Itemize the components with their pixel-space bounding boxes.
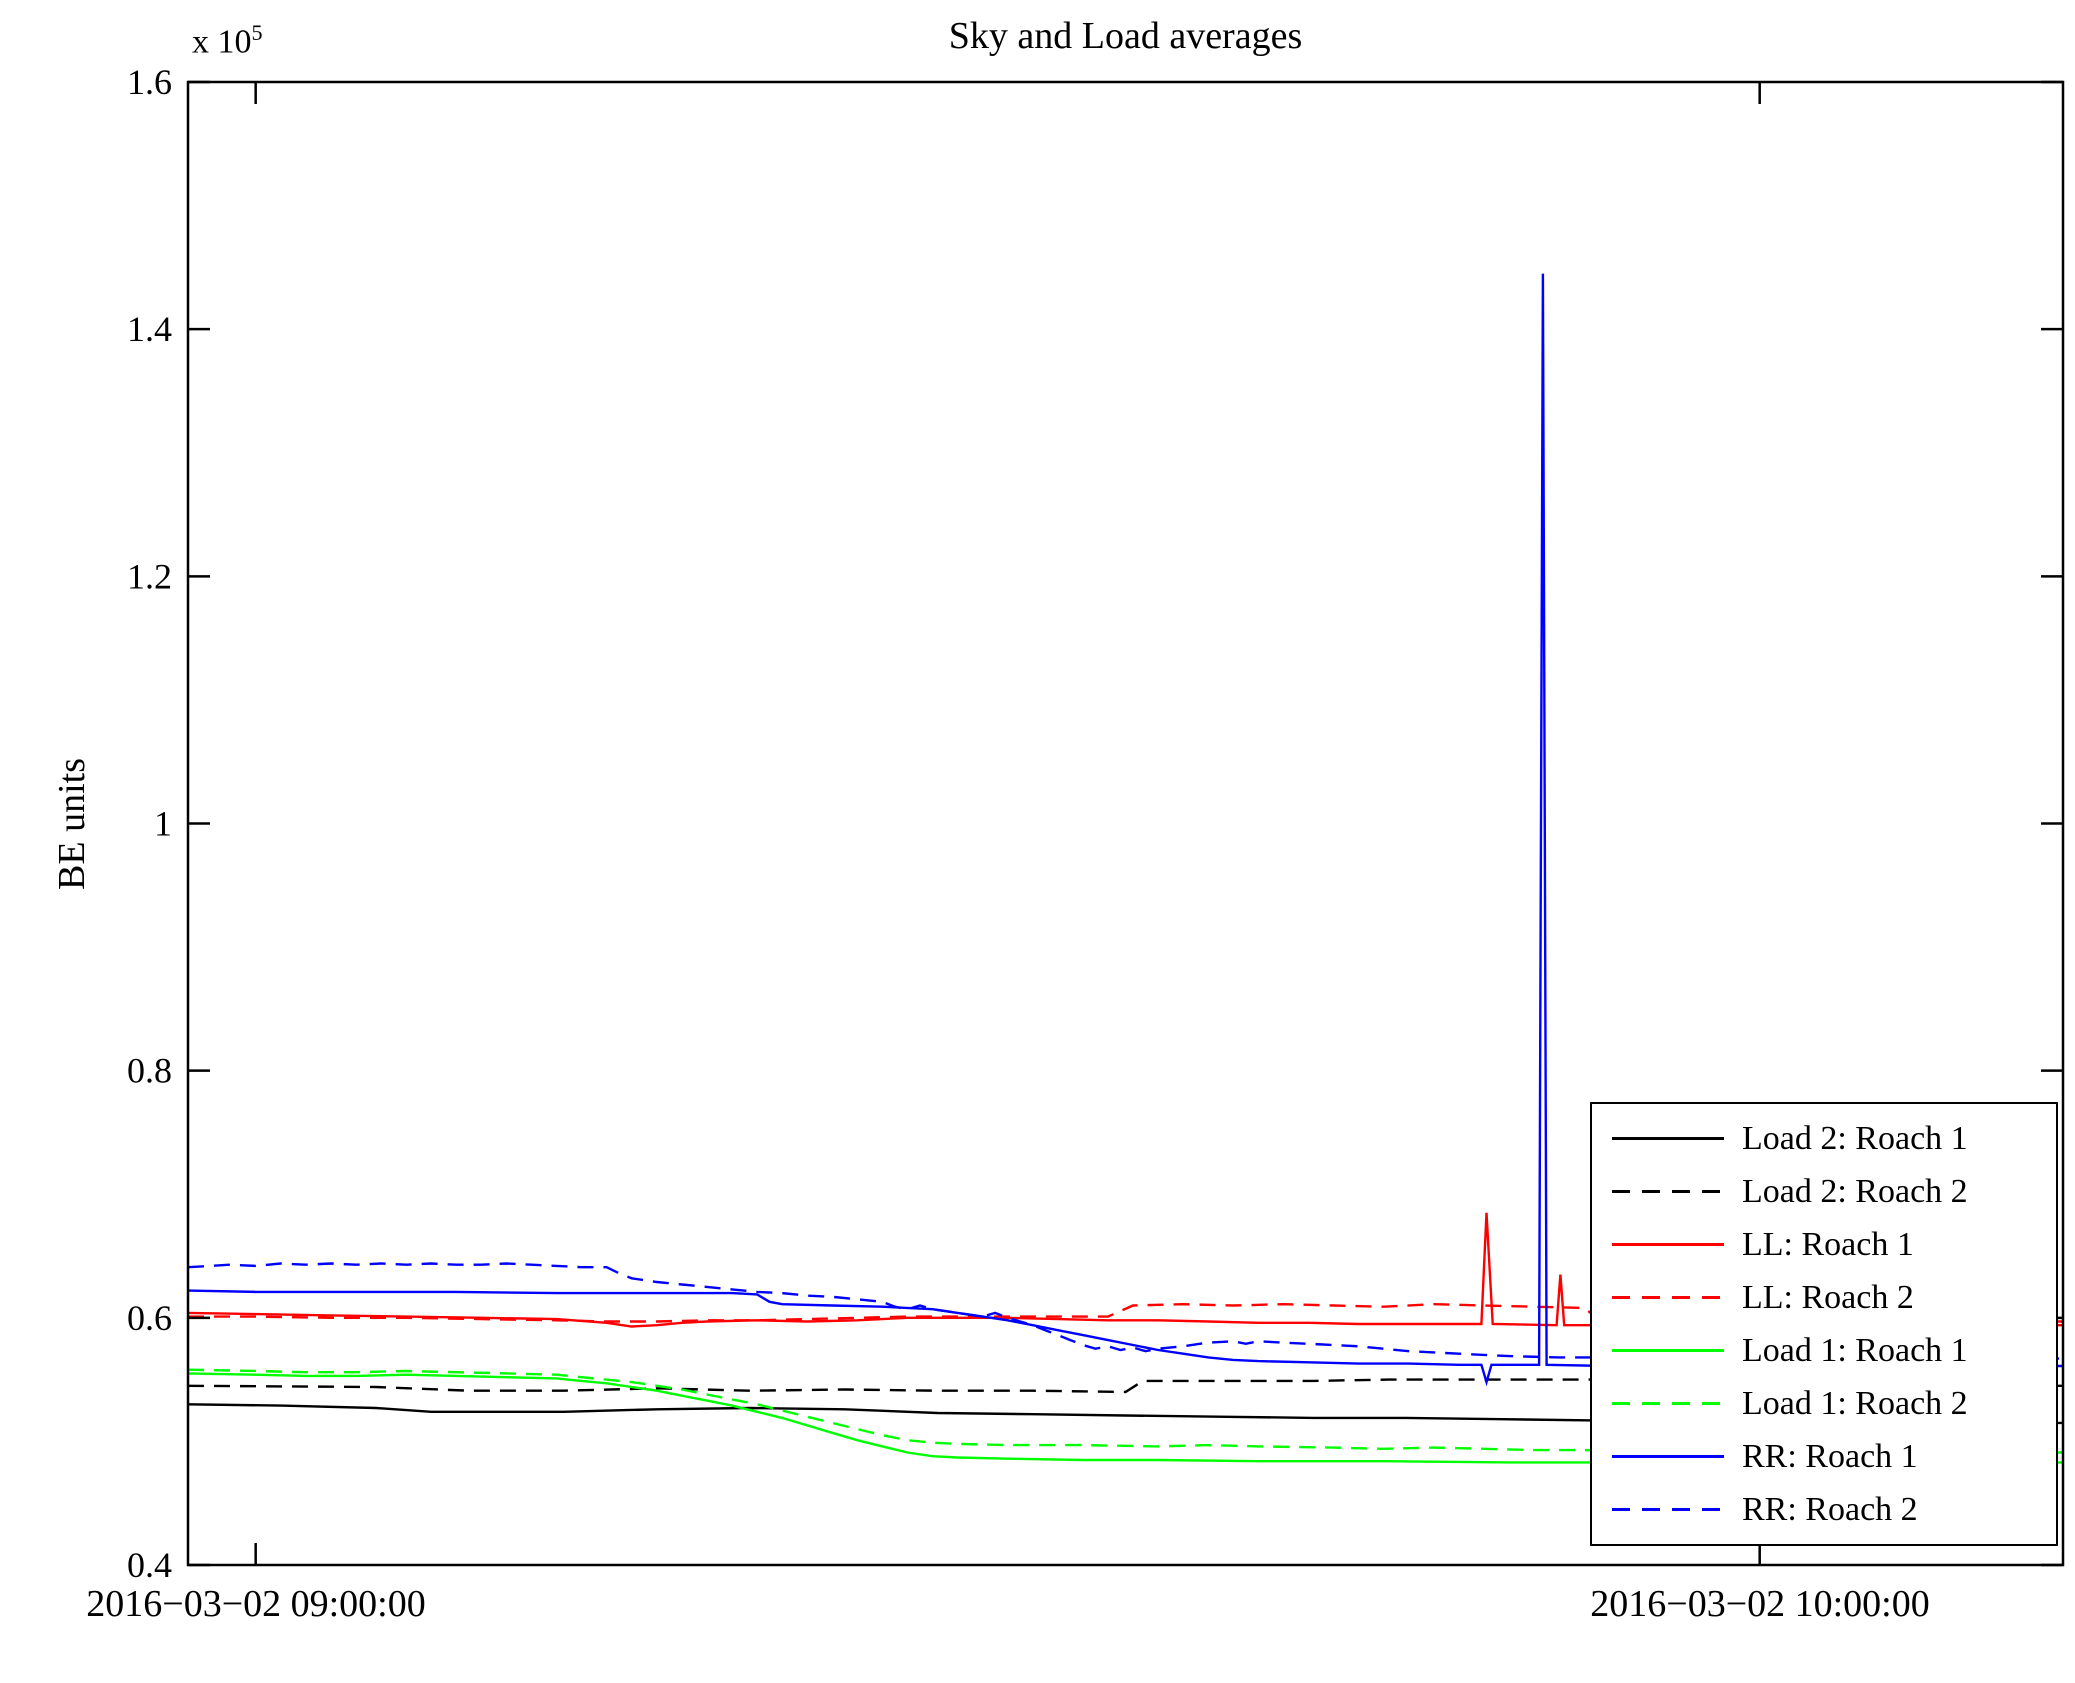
legend-entry: RR: Roach 2 [1592,1491,2056,1529]
y-tick-label: 0.8 [127,1051,172,1091]
legend-entry: Load 2: Roach 2 [1592,1173,2056,1211]
y-tick-label: 0.4 [127,1545,172,1585]
y-tick-label: 1.2 [127,556,172,596]
legend-line-sample [1612,1349,1724,1352]
legend-label: Load 1: Roach 2 [1742,1384,1968,1422]
y-tick-label: 1.4 [127,309,172,349]
legend-entry: Load 1: Roach 2 [1592,1385,2056,1423]
legend-entry: Load 2: Roach 1 [1592,1120,2056,1158]
legend-line-sample [1612,1296,1724,1299]
legend-label: Load 2: Roach 2 [1742,1172,1968,1210]
legend-line-sample [1612,1455,1724,1458]
x-tick-label-end: 2016−03−02 10:00:00 [1590,1583,1930,1625]
series-line-rr-roach-1 [187,273,2063,1387]
legend-line-sample [1612,1137,1724,1140]
legend-line-sample [1612,1243,1724,1246]
legend-entry: LL: Roach 1 [1592,1226,2056,1264]
series-line-rr-roach-2 [187,1262,2063,1360]
legend-label: Load 1: Roach 1 [1742,1331,1968,1369]
y-axis-exponent-base: x 10 [192,23,252,61]
series-line-ll-roach-1 [187,1212,2063,1328]
legend-entry: RR: Roach 1 [1592,1438,2056,1476]
legend: Load 2: Roach 1 Load 2: Roach 2 LL: Roach … [1590,1102,2058,1546]
legend-entry: Load 1: Roach 1 [1592,1332,2056,1370]
legend-line-sample [1612,1508,1724,1511]
y-tick-label: 1 [154,804,172,844]
legend-line-sample [1612,1402,1724,1405]
legend-label: RR: Roach 2 [1742,1490,1918,1528]
y-axis-exponent-power: 5 [251,20,263,45]
legend-entry: LL: Roach 2 [1592,1279,2056,1317]
series-line-load-1-roach-2 [187,1368,2063,1454]
legend-label: Load 2: Roach 1 [1742,1119,1968,1157]
y-tick-label: 0.6 [127,1298,172,1338]
y-tick-label: 1.6 [127,62,172,102]
legend-label: LL: Roach 2 [1742,1278,1914,1316]
legend-label: RR: Roach 1 [1742,1437,1918,1475]
series-line-load-1-roach-1 [187,1372,2063,1464]
x-tick-label-start: 2016−03−02 09:00:00 [86,1583,426,1625]
legend-label: LL: Roach 1 [1742,1225,1914,1263]
chart-title: Sky and Load averages [948,15,1303,57]
legend-line-sample [1612,1190,1724,1193]
y-axis-exponent-label: x 105 [192,20,263,61]
